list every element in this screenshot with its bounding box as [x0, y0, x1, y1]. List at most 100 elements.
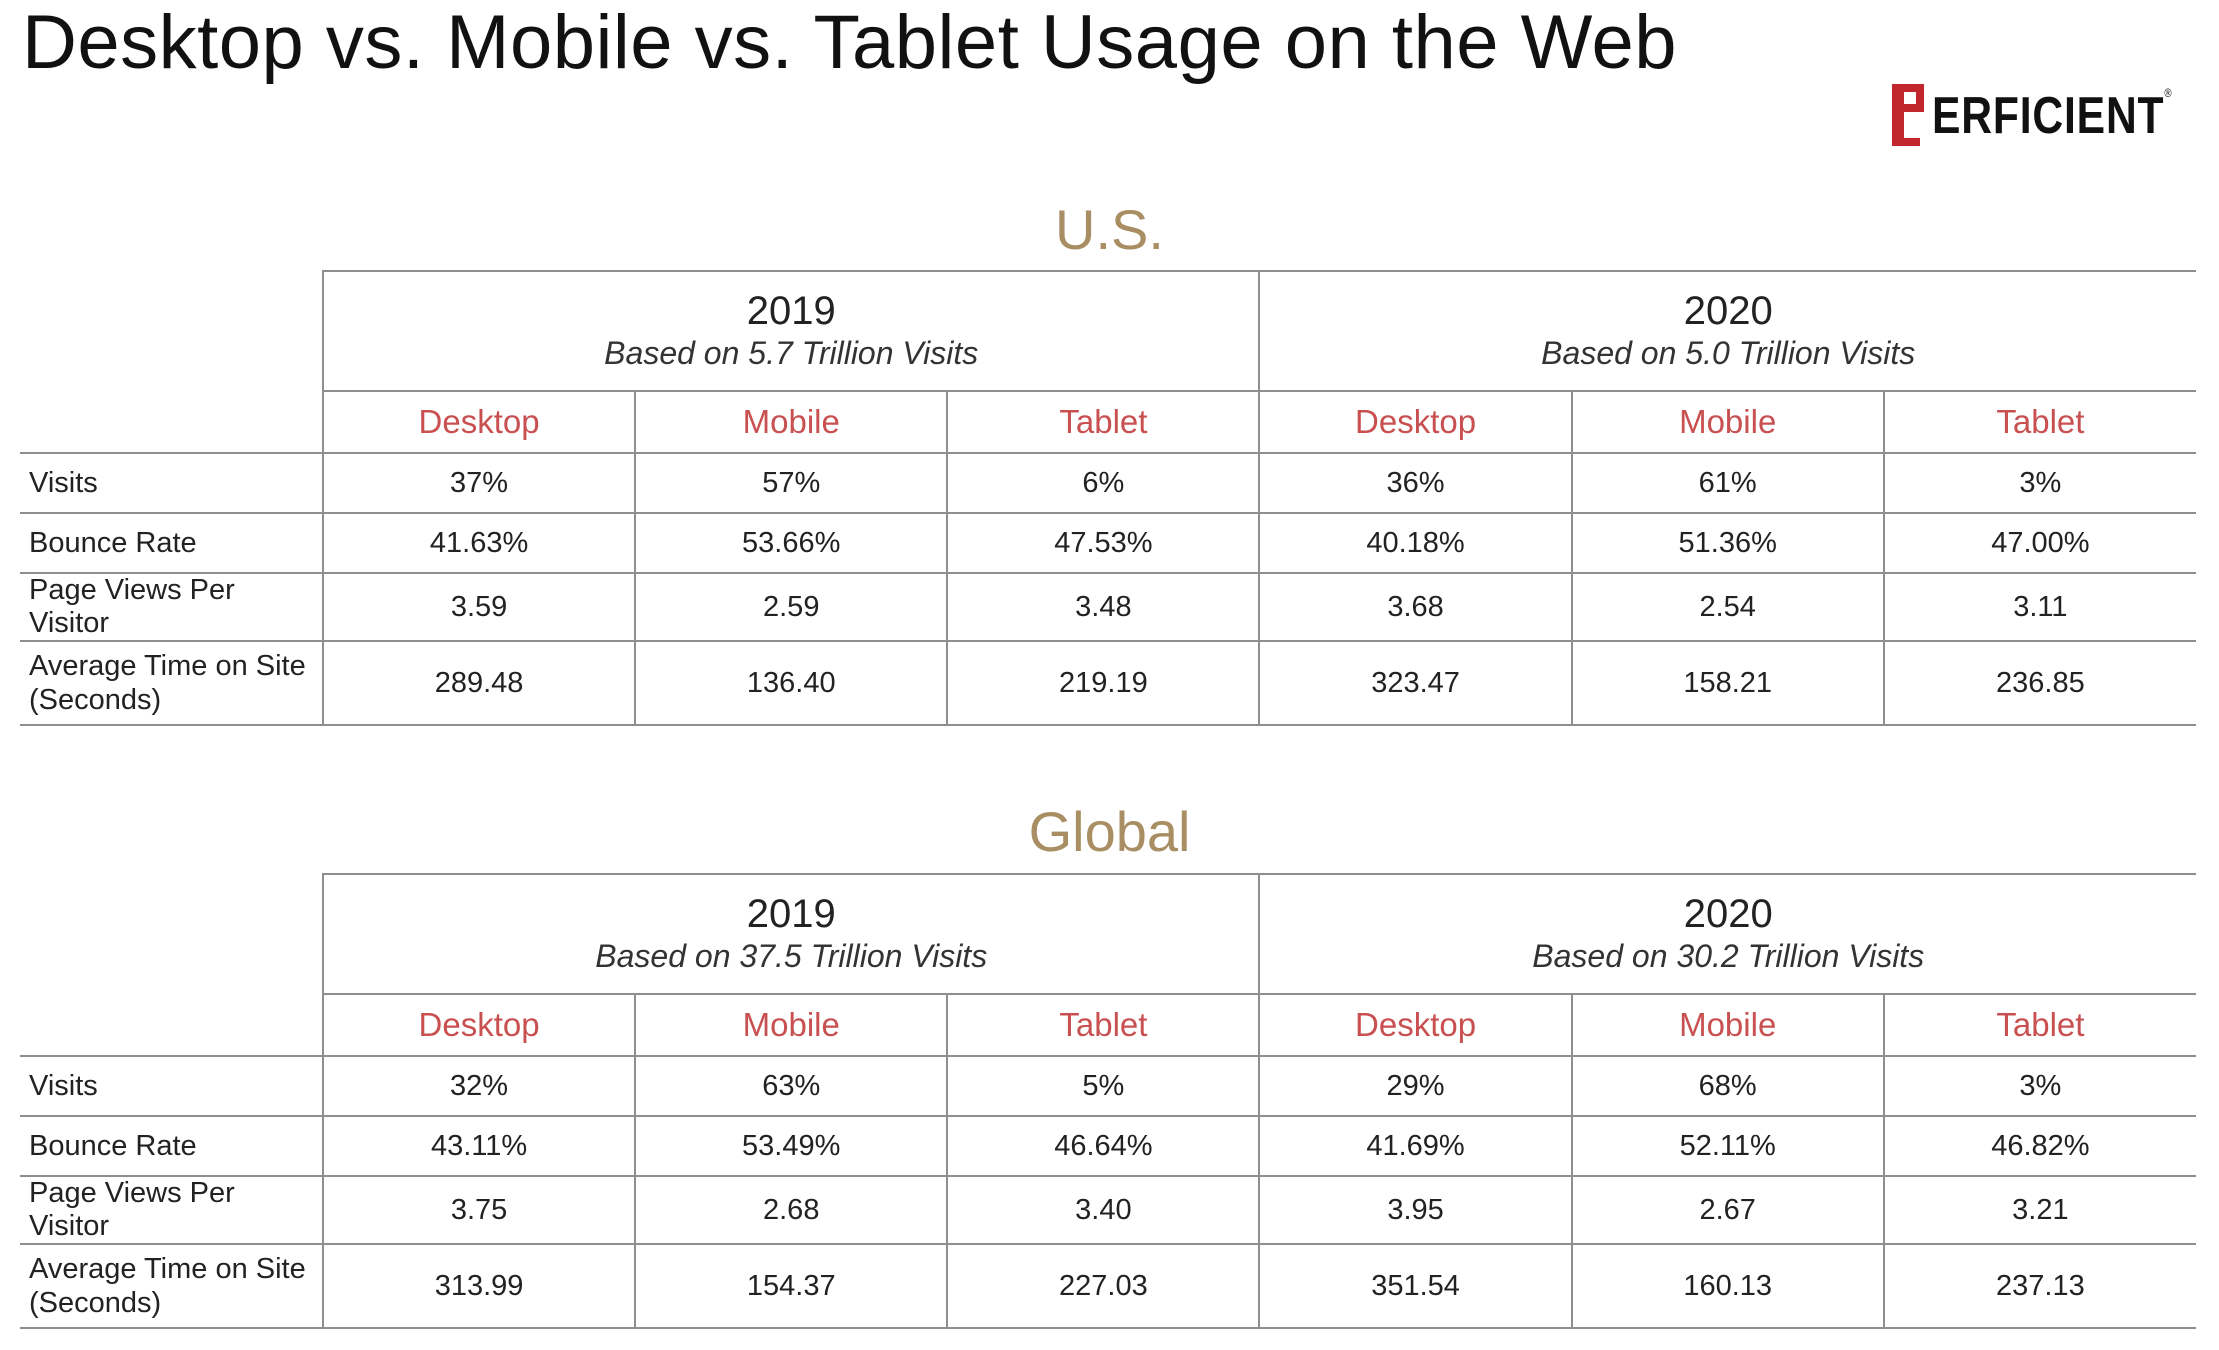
row-label: Bounce Rate — [20, 1115, 323, 1176]
table-header-years: 2019 Based on 5.7 Trillion Visits 2020 B… — [20, 270, 2196, 391]
device-header-mobile: Mobile — [1570, 993, 1884, 1056]
device-header-desktop: Desktop — [1258, 993, 1572, 1056]
row-label-line: (Seconds) — [29, 684, 162, 716]
data-cell: 323.47 — [1258, 640, 1572, 726]
row-label: Bounce Rate — [20, 512, 323, 573]
data-cell: 52.11% — [1570, 1115, 1884, 1176]
year-label: 2019 — [746, 289, 836, 333]
row-label-line: Average Time on Site — [29, 1253, 306, 1285]
data-cell: 61% — [1570, 452, 1884, 513]
data-cell: 57% — [634, 452, 948, 513]
corner-cell — [20, 874, 323, 994]
data-cell: 53.49% — [634, 1115, 948, 1176]
row-label: Average Time on Site (Seconds) — [20, 1243, 323, 1329]
global-usage-table: 2019 Based on 37.5 Trillion Visits 2020 … — [20, 873, 2196, 1329]
device-header-desktop: Desktop — [321, 993, 636, 1056]
data-cell: 2.67 — [1570, 1175, 1884, 1244]
year-label: 2020 — [1683, 892, 1773, 936]
logo-trademark: ® — [2164, 86, 2173, 100]
row-label: Average Time on Site (Seconds) — [20, 640, 323, 726]
device-header-mobile: Mobile — [634, 993, 948, 1056]
device-header-mobile: Mobile — [1570, 390, 1884, 453]
data-cell: 51.36% — [1570, 512, 1884, 573]
row-label: Page Views Per Visitor — [20, 572, 323, 641]
device-header-mobile: Mobile — [634, 390, 948, 453]
section-title-us: U.S. — [1055, 198, 1164, 261]
data-cell: 313.99 — [321, 1243, 636, 1329]
data-cell: 41.63% — [321, 512, 636, 573]
device-header-tablet: Tablet — [1882, 993, 2196, 1056]
data-cell: 6% — [946, 452, 1260, 513]
year-label: 2019 — [746, 892, 836, 936]
data-cell: 32% — [321, 1055, 636, 1116]
data-cell: 3.68 — [1258, 572, 1572, 641]
row-label: Visits — [20, 1055, 323, 1116]
row-label: Visits — [20, 452, 323, 513]
year-header-2019: 2019 Based on 5.7 Trillion Visits — [321, 270, 1260, 391]
data-cell: 160.13 — [1570, 1243, 1884, 1329]
row-label: Page Views Per Visitor — [20, 1175, 323, 1244]
data-cell: 63% — [634, 1055, 948, 1116]
data-cell: 3% — [1882, 452, 2196, 513]
device-header-desktop: Desktop — [1258, 390, 1572, 453]
data-cell: 236.85 — [1882, 640, 2196, 726]
data-cell: 3.48 — [946, 572, 1260, 641]
table-header-years: 2019 Based on 37.5 Trillion Visits 2020 … — [20, 873, 2196, 994]
year-basis: Based on 5.7 Trillion Visits — [604, 335, 979, 371]
table-header-devices: Desktop Mobile Tablet Desktop Mobile Tab… — [20, 390, 2196, 453]
data-cell: 237.13 — [1882, 1243, 2196, 1329]
data-cell: 46.82% — [1882, 1115, 2196, 1176]
data-cell: 227.03 — [946, 1243, 1260, 1329]
row-label-line: (Seconds) — [29, 1287, 162, 1319]
data-cell: 2.59 — [634, 572, 948, 641]
data-cell: 3.40 — [946, 1175, 1260, 1244]
data-cell: 3.21 — [1882, 1175, 2196, 1244]
section-title-global: Global — [1028, 800, 1191, 863]
logo-text: ERFICIENT — [1932, 87, 2165, 145]
table-row-bounce-rate: Bounce Rate 41.63% 53.66% 47.53% 40.18% … — [20, 512, 2196, 573]
corner-cell — [20, 391, 323, 453]
row-label-line: Average Time on Site — [29, 650, 306, 682]
table-row-visits: Visits 37% 57% 6% 36% 61% 3% — [20, 452, 2196, 513]
device-header-tablet: Tablet — [946, 390, 1260, 453]
year-basis: Based on 30.2 Trillion Visits — [1532, 938, 1925, 974]
table-row-page-views: Page Views Per Visitor 3.75 2.68 3.40 3.… — [20, 1175, 2196, 1244]
logo-mark-icon — [1892, 84, 1924, 146]
corner-cell — [20, 994, 323, 1056]
data-cell: 53.66% — [634, 512, 948, 573]
data-cell: 47.00% — [1882, 512, 2196, 573]
data-cell: 5% — [946, 1055, 1260, 1116]
data-cell: 41.69% — [1258, 1115, 1572, 1176]
year-label: 2020 — [1683, 289, 1773, 333]
data-cell: 36% — [1258, 452, 1572, 513]
data-cell: 219.19 — [946, 640, 1260, 726]
table-row-bounce-rate: Bounce Rate 43.11% 53.49% 46.64% 41.69% … — [20, 1115, 2196, 1176]
data-cell: 136.40 — [634, 640, 948, 726]
perficient-logo: ERFICIENT® — [1890, 82, 2173, 148]
data-cell: 3.95 — [1258, 1175, 1572, 1244]
logo-wordmark: ERFICIENT® — [1932, 86, 2173, 146]
year-basis: Based on 37.5 Trillion Visits — [595, 938, 988, 974]
device-header-tablet: Tablet — [946, 993, 1260, 1056]
data-cell: 351.54 — [1258, 1243, 1572, 1329]
data-cell: 47.53% — [946, 512, 1260, 573]
data-cell: 154.37 — [634, 1243, 948, 1329]
data-cell: 2.68 — [634, 1175, 948, 1244]
page-title: Desktop vs. Mobile vs. Tablet Usage on t… — [22, 0, 1678, 85]
table-row-page-views: Page Views Per Visitor 3.59 2.59 3.48 3.… — [20, 572, 2196, 641]
data-cell: 46.64% — [946, 1115, 1260, 1176]
year-basis: Based on 5.0 Trillion Visits — [1541, 335, 1916, 371]
data-cell: 3.75 — [321, 1175, 636, 1244]
us-usage-table: 2019 Based on 5.7 Trillion Visits 2020 B… — [20, 270, 2196, 726]
data-cell: 37% — [321, 452, 636, 513]
device-header-tablet: Tablet — [1882, 390, 2196, 453]
table-header-devices: Desktop Mobile Tablet Desktop Mobile Tab… — [20, 993, 2196, 1056]
year-header-2019: 2019 Based on 37.5 Trillion Visits — [321, 873, 1260, 994]
year-header-2020: 2020 Based on 30.2 Trillion Visits — [1258, 873, 2196, 994]
year-header-2020: 2020 Based on 5.0 Trillion Visits — [1258, 270, 2196, 391]
data-cell: 3% — [1882, 1055, 2196, 1116]
data-cell: 29% — [1258, 1055, 1572, 1116]
corner-cell — [20, 271, 323, 391]
data-cell: 158.21 — [1570, 640, 1884, 726]
data-cell: 3.11 — [1882, 572, 2196, 641]
